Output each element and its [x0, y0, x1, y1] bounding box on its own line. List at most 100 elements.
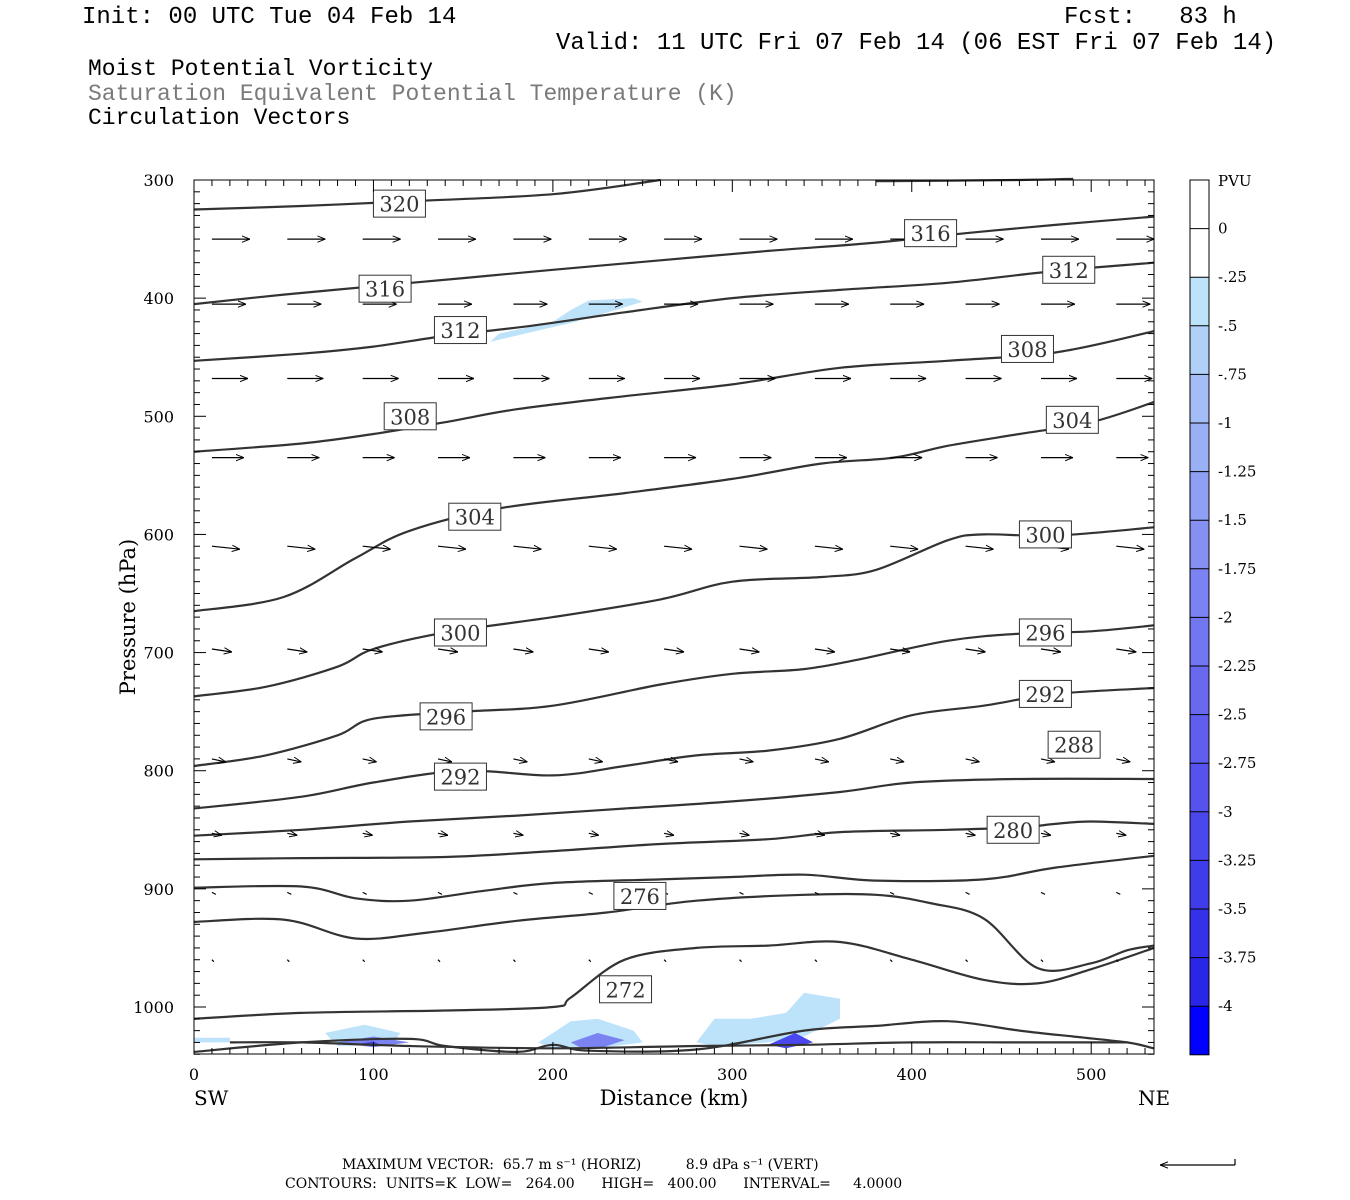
colorbar-swatch	[1190, 471, 1209, 521]
contour-info: CONTOURS: UNITS=K LOW= 264.00 HIGH= 400.…	[285, 1176, 903, 1192]
circulation-vector	[965, 759, 980, 762]
max-vector-note: MAXIMUM VECTOR: 65.7 m s⁻¹ (HORIZ) 8.9 d…	[342, 1157, 819, 1173]
contour-label-box	[372, 189, 426, 218]
contour-label: 320	[379, 193, 419, 217]
colorbar-swatch	[1190, 180, 1209, 229]
x-tick-label: 400	[896, 1065, 927, 1084]
colorbar-swatch	[1190, 277, 1209, 326]
theta-es-contour-line	[193, 777, 1155, 837]
circulation-vector	[1040, 759, 1055, 762]
contour-label-box	[613, 881, 667, 910]
colorbar: 0 -.25 -.5 -.75 -1 -1.25 -1.5 -1.75 -2 -2.25 -2.5 -…	[1189, 179, 1256, 1056]
mpv-shade-region	[696, 992, 840, 1046]
contour-label: 292	[1025, 683, 1065, 707]
colorbar-swatch	[1190, 520, 1209, 569]
contour-label: 276	[620, 885, 660, 909]
contour-label: 296	[426, 705, 466, 729]
colorbar-swatch	[1190, 325, 1209, 375]
circulation-vector	[814, 546, 843, 549]
x-tick-label: 500	[1076, 1065, 1107, 1084]
theta-es-contours	[193, 177, 1155, 1054]
colorbar-label: -3.5	[1218, 900, 1247, 918]
reference-vector-arrow	[1160, 1159, 1236, 1165]
contour-labels: 320 316 316 312 312 308 308 304 304 300 300 296 296 2…	[358, 189, 1101, 1004]
contour-label: 312	[1049, 259, 1089, 283]
contour-label: 292	[440, 766, 480, 790]
colorbar-label: -3.75	[1218, 949, 1256, 967]
circulation-vector	[739, 959, 742, 963]
theta-es-contour-line	[193, 261, 1155, 362]
theta-es-contour-line	[193, 892, 1155, 972]
circulation-vector	[1040, 649, 1061, 652]
y-tick-label: 500	[143, 407, 174, 426]
circulation-vector	[513, 833, 523, 835]
y-tick-label: 600	[143, 525, 174, 544]
contour-label-box	[599, 975, 653, 1004]
colorbar-label: 0	[1218, 220, 1228, 238]
circulation-vector	[588, 833, 599, 835]
circulation-vector	[1116, 546, 1144, 549]
colorbar-swatch	[1190, 860, 1209, 909]
theta-es-contour-line	[193, 330, 1155, 453]
contour-label-box	[448, 502, 502, 531]
colorbar-swatch	[1190, 714, 1209, 764]
x-tick-label: 300	[717, 1065, 748, 1084]
circulation-vector	[362, 891, 367, 895]
colorbar-swatch	[1190, 811, 1209, 861]
circulation-vector	[287, 546, 315, 549]
mpv-shade-region	[570, 1033, 625, 1048]
circulation-vector	[814, 833, 825, 835]
contour-label-box	[358, 274, 412, 303]
y-tick-label: 800	[143, 762, 174, 781]
colorbar-swatch	[1190, 909, 1209, 958]
circulation-vector	[1040, 891, 1046, 895]
theta-es-contour-line	[193, 526, 1155, 698]
theta-es-contour-line	[193, 624, 1155, 768]
x-tick-label: 0	[189, 1065, 199, 1084]
colorbar-swatch	[1190, 568, 1209, 618]
circulation-vector	[437, 649, 458, 652]
colorbar-label: -.25	[1218, 268, 1247, 286]
circulation-vector	[739, 759, 754, 762]
circulation-vector	[211, 546, 240, 549]
contour-label: 288	[1054, 734, 1094, 758]
circulation-vector	[965, 959, 969, 963]
circulation-vector	[890, 759, 904, 762]
y-tick-label: 400	[143, 289, 174, 308]
colorbar-label: -.75	[1218, 365, 1247, 383]
circulation-vector	[890, 649, 910, 652]
circulation-vector	[890, 833, 900, 835]
colorbar-label: -1	[1218, 414, 1233, 432]
circulation-vector	[1115, 959, 1119, 963]
circulation-vector	[437, 759, 452, 762]
contour-label-box	[383, 402, 437, 431]
circulation-vector	[362, 959, 366, 963]
contour-label: 312	[440, 319, 480, 343]
contour-label: 304	[1052, 409, 1092, 433]
colorbar-swatch	[1190, 957, 1209, 1007]
circulation-vector	[1116, 759, 1130, 762]
circulation-vector	[965, 649, 986, 652]
theta-es-contour-line	[193, 215, 1155, 306]
contour-label: 304	[455, 506, 495, 530]
circulation-vector	[437, 959, 441, 963]
circulation-vector	[513, 546, 541, 549]
circulation-vector	[362, 649, 383, 652]
circulation-vector	[1116, 649, 1136, 652]
circulation-vector	[287, 891, 292, 895]
circulation-vector	[1040, 959, 1044, 963]
contour-label: 316	[365, 278, 405, 302]
contour-label: 316	[911, 222, 951, 246]
circulation-vector	[739, 649, 760, 652]
y-tick-label: 1000	[133, 998, 174, 1017]
contour-label-box	[419, 702, 473, 731]
circulation-vector	[663, 759, 678, 762]
circulation-vector	[739, 891, 744, 895]
circulation-vector	[965, 546, 994, 549]
contour-label-box	[433, 618, 487, 647]
theta-es-contour-line	[193, 401, 1155, 613]
circulation-vector	[211, 959, 215, 963]
circulation-vector	[362, 833, 373, 835]
ne-endpoint: NE	[1138, 1086, 1170, 1110]
